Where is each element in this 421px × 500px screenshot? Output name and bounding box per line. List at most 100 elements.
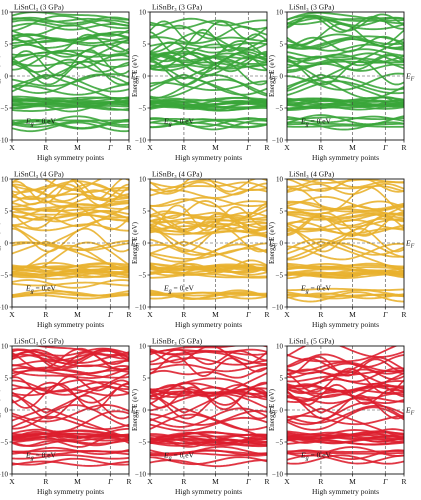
- band-line: [12, 74, 129, 92]
- band-line: [287, 76, 404, 92]
- band-line: [12, 122, 129, 133]
- band-line: [12, 432, 129, 439]
- band-line: [150, 388, 267, 395]
- x-tick-label: R: [318, 477, 323, 486]
- band-line: [287, 22, 404, 46]
- band-line: [287, 382, 404, 397]
- band-line: [150, 54, 267, 76]
- band-line: [12, 58, 129, 73]
- band-lines: [12, 179, 129, 300]
- band-line: [150, 263, 267, 270]
- band-line: [287, 287, 404, 291]
- band-line: [287, 100, 404, 106]
- band-line: [150, 213, 267, 221]
- y-axis-label: Energy, E (eV): [268, 221, 276, 264]
- band-line: [287, 122, 404, 131]
- band-line: [12, 269, 129, 276]
- gap-label: Eg = 0 eV: [300, 283, 332, 294]
- band-line: [150, 51, 267, 73]
- fermi-label: EF: [130, 406, 140, 417]
- x-tick-label: M: [212, 310, 219, 319]
- band-line: [150, 50, 267, 66]
- x-tick-label: R: [126, 477, 131, 486]
- band-line: [12, 369, 129, 376]
- band-line: [287, 221, 404, 236]
- y-tick-label: −5: [1, 272, 9, 280]
- x-tick-label: R: [401, 477, 406, 486]
- band-line: [150, 416, 267, 431]
- band-line: [12, 54, 129, 69]
- band-line: [150, 357, 267, 365]
- band-lines: [150, 17, 267, 131]
- fermi-label: EF: [130, 72, 140, 83]
- band-line: [287, 368, 404, 395]
- y-tick-label: −5: [276, 272, 284, 280]
- band-line: [287, 116, 404, 120]
- band-line: [150, 433, 267, 441]
- band-line: [287, 294, 404, 297]
- x-tick-label: Γ: [107, 143, 113, 152]
- gap-label: Eg = 0 eV: [300, 450, 332, 461]
- band-line: [12, 97, 129, 108]
- x-tick-label: R: [264, 143, 269, 152]
- band-line: [287, 54, 404, 67]
- band-line: [287, 38, 404, 50]
- band-line: [287, 185, 404, 193]
- band-line: [150, 44, 267, 63]
- y-axis-label: Energy, E (eV): [131, 388, 139, 431]
- band-line: [287, 219, 404, 233]
- band-line: [12, 454, 129, 459]
- band-line: [12, 208, 129, 218]
- band-line: [12, 347, 129, 370]
- x-tick-label: R: [264, 477, 269, 486]
- band-line: [150, 118, 267, 129]
- band-line: [150, 367, 267, 378]
- y-tick-label: 10: [1, 343, 9, 351]
- panel-title: LiSnI₃ (4 GPa): [289, 170, 335, 179]
- band-line: [150, 52, 267, 74]
- y-tick-label: −5: [139, 272, 147, 280]
- band-line: [150, 214, 267, 222]
- band-line: [12, 446, 129, 455]
- y-tick-label: −5: [1, 105, 9, 113]
- panel-title: LiSnI₃ (3 GPa): [289, 3, 335, 12]
- band-line: [287, 35, 404, 52]
- x-tick-label: R: [43, 477, 48, 486]
- band-line: [150, 378, 267, 398]
- band-line: [12, 200, 129, 207]
- fermi-label: EF: [405, 239, 415, 250]
- band-line: [12, 14, 129, 32]
- y-tick-label: −5: [276, 105, 284, 113]
- band-line: [150, 74, 267, 100]
- band-line: [150, 241, 267, 273]
- band-line: [287, 98, 404, 106]
- band-line: [12, 188, 129, 202]
- x-tick-label: X: [284, 477, 290, 486]
- band-line: [287, 23, 404, 47]
- panel-title: LiSnBr₃ (4 GPa): [152, 170, 203, 179]
- band-panel: −10 −5 0 5 10 X R M Γ R LiSnI₃ (5 GPa) High symmetr…: [268, 337, 415, 497]
- y-tick-label: 10: [276, 176, 284, 184]
- x-tick-label: R: [181, 310, 186, 319]
- band-line: [150, 77, 267, 96]
- band-line: [150, 408, 267, 428]
- band-line: [12, 189, 129, 202]
- band-line: [12, 196, 129, 208]
- y-tick-label: 5: [5, 41, 9, 49]
- band-line: [12, 381, 129, 403]
- band-line: [287, 243, 404, 260]
- y-tick-label: −5: [139, 105, 147, 113]
- band-line: [287, 241, 404, 273]
- band-line: [12, 19, 129, 27]
- band-line: [12, 460, 129, 467]
- band-line: [150, 348, 267, 365]
- band-line: [287, 240, 404, 272]
- band-line: [287, 362, 404, 374]
- band-line: [150, 51, 267, 67]
- band-panel: −10 −5 0 5 10 X R M Γ R LiSnBr₃ (3 GPa) High symmet…: [131, 3, 278, 163]
- band-line: [150, 394, 267, 419]
- band-line: [12, 281, 129, 286]
- y-tick-label: 10: [276, 9, 284, 17]
- band-line: [12, 24, 129, 37]
- band-line: [150, 387, 267, 399]
